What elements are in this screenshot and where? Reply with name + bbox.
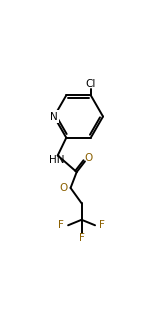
- Text: O: O: [84, 152, 92, 162]
- Text: F: F: [58, 220, 64, 230]
- Text: F: F: [79, 232, 85, 243]
- Text: HN: HN: [49, 155, 65, 165]
- Text: Cl: Cl: [86, 79, 96, 89]
- Text: N: N: [50, 112, 58, 122]
- Text: F: F: [99, 220, 105, 230]
- Text: O: O: [60, 183, 68, 193]
